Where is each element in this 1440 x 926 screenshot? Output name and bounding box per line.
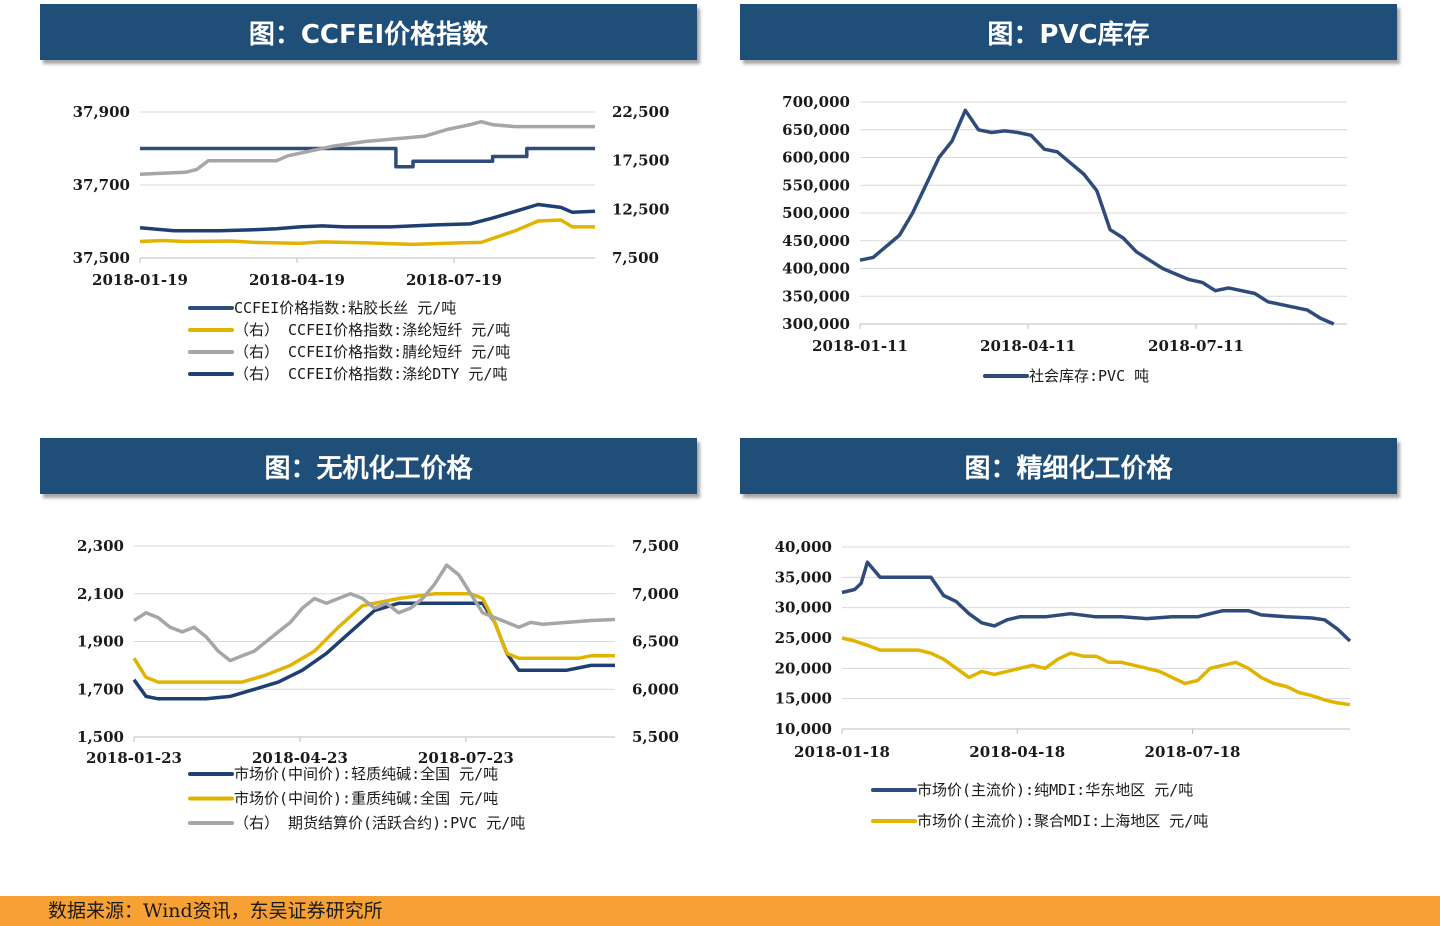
series-line-3 bbox=[139, 202, 596, 233]
x-tick-label: 2018-04-23 bbox=[252, 749, 348, 767]
chart-title-pvc: 图：PVC库存 bbox=[740, 4, 1397, 60]
y-left-tick-label: 600,000 bbox=[782, 149, 850, 167]
x-tick-label: 2018-01-11 bbox=[812, 337, 908, 355]
series-line-2 bbox=[139, 119, 595, 177]
y-left-tick-label: 550,000 bbox=[782, 176, 850, 194]
y-left-tick-label: 37,900 bbox=[73, 103, 130, 121]
y-left-tick-label: 300,000 bbox=[782, 315, 850, 333]
y-left-tick-label: 35,000 bbox=[775, 568, 832, 586]
y-right-tick-label: 6,000 bbox=[632, 680, 679, 698]
y-left-tick-label: 400,000 bbox=[782, 260, 850, 278]
x-tick-label: 2018-04-18 bbox=[969, 743, 1065, 761]
chart-title-inorganic: 图：无机化工价格 bbox=[40, 438, 697, 494]
series-line-0 bbox=[140, 146, 595, 169]
legend-label: CCFEI价格指数:粘胶长丝 元/吨 bbox=[234, 299, 456, 317]
chart-title-fine: 图：精细化工价格 bbox=[740, 438, 1397, 494]
y-left-tick-label: 40,000 bbox=[775, 538, 832, 556]
y-right-tick-label: 17,500 bbox=[612, 152, 669, 170]
legend-label: （右） CCFEI价格指数:涤纶DTY 元/吨 bbox=[234, 365, 507, 383]
y-left-tick-label: 15,000 bbox=[775, 690, 832, 708]
x-tick-label: 2018-07-18 bbox=[1145, 743, 1241, 761]
y-left-tick-label: 1,500 bbox=[77, 728, 124, 746]
y-left-tick-label: 1,900 bbox=[77, 633, 124, 651]
y-left-tick-label: 2,100 bbox=[77, 585, 124, 603]
y-left-tick-label: 700,000 bbox=[782, 93, 850, 111]
x-tick-label: 2018-07-19 bbox=[406, 271, 502, 289]
x-tick-label: 2018-07-11 bbox=[1148, 337, 1244, 355]
y-left-tick-label: 1,700 bbox=[77, 680, 124, 698]
series-line-1 bbox=[139, 218, 595, 247]
y-left-tick-label: 10,000 bbox=[775, 720, 832, 738]
series-line-0 bbox=[132, 601, 615, 701]
y-left-tick-label: 20,000 bbox=[775, 659, 832, 677]
series-line-2 bbox=[133, 563, 616, 663]
chart-fine: 40,000 35,000 30,000 25,000 20,000 15,000 10,0… bbox=[775, 538, 1352, 830]
legend-label: 社会库存:PVC 吨 bbox=[1029, 367, 1149, 385]
x-tick-label: 2018-04-11 bbox=[980, 337, 1076, 355]
y-right-tick-label: 6,500 bbox=[632, 633, 679, 651]
y-right-tick-label: 5,500 bbox=[632, 728, 679, 746]
y-right-tick-label: 7,500 bbox=[632, 537, 679, 555]
legend-label: （右） CCFEI价格指数:腈纶短纤 元/吨 bbox=[234, 343, 510, 361]
y-right-tick-label: 7,500 bbox=[612, 249, 659, 267]
y-right-tick-label: 12,500 bbox=[612, 200, 669, 218]
y-left-tick-label: 37,500 bbox=[73, 249, 130, 267]
y-left-tick-label: 450,000 bbox=[782, 232, 850, 250]
legend-label: （右） CCFEI价格指数:涤纶短纤 元/吨 bbox=[234, 321, 510, 339]
x-tick-label: 2018-01-18 bbox=[794, 743, 890, 761]
y-left-tick-label: 350,000 bbox=[782, 287, 850, 305]
legend-label: 市场价(中间价):重质纯碱:全国 元/吨 bbox=[234, 790, 498, 808]
y-left-tick-label: 25,000 bbox=[775, 629, 832, 647]
series-line-0 bbox=[841, 560, 1352, 643]
y-right-tick-label: 22,500 bbox=[612, 103, 669, 121]
x-tick-label: 2018-07-23 bbox=[418, 749, 514, 767]
chart-pvc: 700,000 650,000 600,000 550,000 500,000 450,0… bbox=[782, 93, 1347, 385]
y-left-tick-label: 37,700 bbox=[73, 176, 130, 194]
y-left-tick-label: 30,000 bbox=[775, 599, 832, 617]
legend-label: 市场价(中间价):轻质纯碱:全国 元/吨 bbox=[234, 765, 498, 783]
y-left-tick-label: 500,000 bbox=[782, 204, 850, 222]
legend-label: （右） 期货结算价(活跃合约):PVC 元/吨 bbox=[234, 814, 525, 832]
x-tick-label: 2018-01-23 bbox=[86, 749, 182, 767]
y-left-tick-label: 650,000 bbox=[782, 121, 850, 139]
chart-title-ccfei: 图：CCFEI价格指数 bbox=[40, 4, 697, 60]
x-tick-label: 2018-01-19 bbox=[92, 271, 188, 289]
series-line-1 bbox=[841, 636, 1351, 707]
legend-label: 市场价(主流价):聚合MDI:上海地区 元/吨 bbox=[917, 812, 1208, 830]
series-line-1 bbox=[132, 592, 615, 684]
source-footer: 数据来源：Wind资讯，东吴证券研究所 bbox=[0, 896, 1440, 926]
chart-ccfei: 37,900 37,700 37,500 22,500 17,500 12,500 7,50… bbox=[73, 103, 670, 383]
legend-label: 市场价(主流价):纯MDI:华东地区 元/吨 bbox=[917, 781, 1193, 799]
y-right-tick-label: 7,000 bbox=[632, 585, 679, 603]
series-line-0 bbox=[859, 108, 1335, 326]
chart-inorganic: 2,300 2,100 1,900 1,700 1,500 7,500 7,000 6,500… bbox=[77, 537, 679, 832]
y-left-tick-label: 2,300 bbox=[77, 537, 124, 555]
x-tick-label: 2018-04-19 bbox=[249, 271, 345, 289]
